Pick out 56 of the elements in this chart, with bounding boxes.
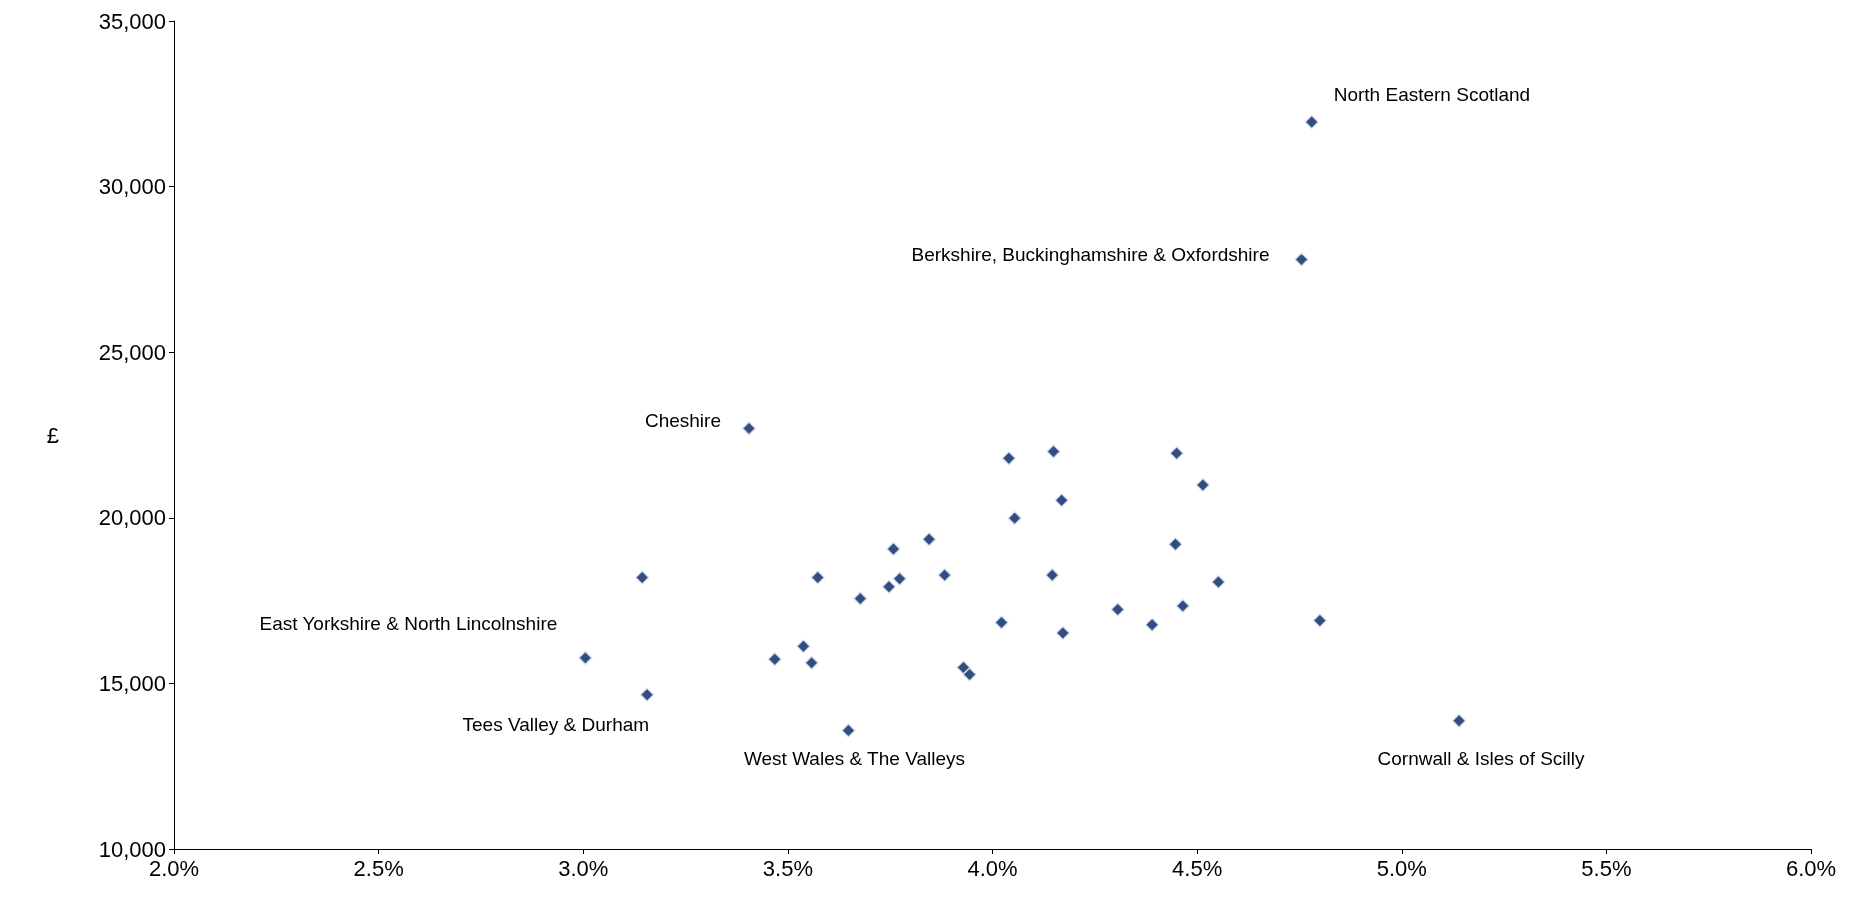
point	[634, 570, 650, 585]
point	[1169, 445, 1184, 461]
y-tick-label: 35,000	[98, 8, 166, 34]
y-tick-label: 20,000	[98, 505, 166, 531]
annotation: Cheshire	[644, 409, 721, 431]
point	[1211, 574, 1226, 590]
point	[853, 591, 868, 606]
point	[741, 421, 757, 436]
point	[1110, 602, 1125, 617]
annotation: Tees Valley & Durham	[462, 714, 650, 736]
point	[804, 655, 819, 671]
point	[881, 579, 897, 594]
point	[1045, 567, 1060, 583]
point	[1195, 477, 1211, 493]
point	[994, 615, 1009, 630]
y-tick-label: 30,000	[98, 174, 166, 200]
point	[1054, 493, 1069, 508]
point	[892, 571, 907, 586]
point	[1451, 713, 1467, 729]
annotation: West Wales & The Valleys	[743, 747, 965, 769]
point	[937, 567, 952, 583]
x-tick-label: 2.5%	[353, 855, 404, 881]
point	[921, 532, 937, 547]
point	[962, 667, 977, 682]
x-tick-label: 5.5%	[1581, 855, 1632, 881]
y-tick-label: 15,000	[98, 670, 166, 696]
point	[1168, 537, 1183, 552]
x-tick-label: 4.5%	[1172, 855, 1223, 881]
x-tick-label: 3.0%	[558, 855, 609, 881]
x-tick-label: 5.0%	[1376, 855, 1427, 881]
point	[1304, 114, 1319, 130]
point	[1144, 617, 1160, 633]
point	[1046, 444, 1061, 459]
point	[1007, 510, 1022, 526]
y-axis-title: £	[46, 422, 59, 448]
point	[810, 570, 825, 585]
x-tick-label: 3.5%	[762, 855, 813, 881]
y-tick-label: 25,000	[98, 339, 166, 365]
point	[1312, 613, 1328, 628]
x-tick-label: 4.0%	[967, 855, 1018, 881]
annotation: Berkshire, Buckinghamshire & Oxfordshire	[911, 243, 1270, 265]
point	[841, 723, 856, 738]
annotation: Cornwall & Isles of Scilly	[1377, 748, 1586, 770]
point	[1175, 598, 1191, 614]
point	[1001, 450, 1017, 466]
point	[796, 639, 811, 654]
point	[1294, 252, 1309, 267]
x-tick-label: 6.0%	[1785, 855, 1837, 881]
point	[886, 541, 901, 557]
annotation: North Eastern Scotland	[1333, 83, 1531, 105]
annotation: East Yorkshire & North Lincolnshire	[259, 613, 558, 635]
point	[639, 687, 655, 702]
point	[578, 650, 593, 666]
point	[767, 651, 783, 667]
y-tick-label: 10,000	[98, 836, 166, 862]
point	[1055, 625, 1071, 641]
